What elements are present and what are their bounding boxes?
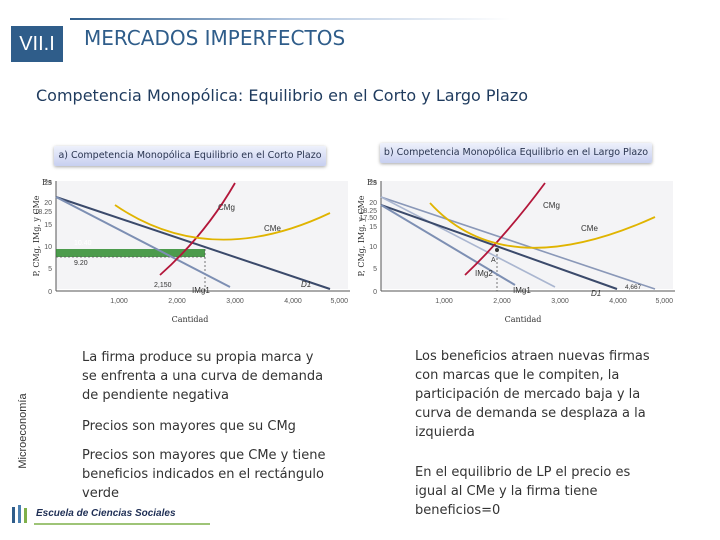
left-paragraph-2: Precios son mayores que su CMg (82, 419, 296, 434)
footer-text: Escuela de Ciencias Sociales (36, 508, 176, 519)
panel-a-demand-label: D1 (301, 280, 311, 289)
panel-a-cmg-curve (159, 182, 236, 276)
panel-a-xtick-4000: 4,000 (284, 298, 302, 305)
panel-b-ytick-1750: 17.50 (359, 215, 377, 222)
panel-a-ytick-5: 5 (48, 266, 52, 273)
panel-b-diagram: Es 25 20 18.25 17.50 15 10 5 0 1,000 2,0… (357, 178, 675, 324)
panel-a-y-marker: Es (42, 178, 52, 187)
panel-b-ytick-25: 25 (369, 180, 377, 187)
logo-bar-3 (24, 508, 27, 523)
panel-b-equilibrium-point (495, 248, 499, 252)
right-paragraph-1: Los beneficios atraen nuevas firmas con … (415, 349, 650, 440)
panel-b-img-curve (380, 204, 516, 286)
page-subtitle: Competencia Monopólica: Equilibrio en el… (36, 86, 528, 105)
panel-b-xtick-3000: 3,000 (551, 298, 569, 305)
panel-a-cmg-label: CMg (218, 203, 235, 212)
logo-bar-1 (12, 507, 15, 523)
panel-a-img-label: IMg1 (192, 286, 210, 295)
panel-a-title: a) Competencia Monopólica Equilibrio en … (54, 146, 326, 166)
panel-b-cme-label: CMe (581, 224, 598, 233)
panel-b-ytick-15: 15 (369, 224, 377, 231)
panel-a-price-label-1: 10.40 (74, 240, 92, 247)
panel-a-ylabel: P, CMg, IMg, y CMe (32, 195, 41, 276)
panel-a-cme-curve (114, 204, 331, 241)
panel-b-ytick-5: 5 (373, 266, 377, 273)
panel-a-xtick-2000: 2,000 (168, 298, 186, 305)
panel-b-title: b) Competencia Monopólica Equilibrio en … (380, 143, 652, 163)
panel-b-xtick-2000: 2,000 (493, 298, 511, 305)
panel-a-ytick-0: 0 (48, 289, 52, 296)
left-paragraph-3: Precios son mayores que CMe y tiene bene… (82, 448, 326, 501)
panel-b-q-label: 4,667 (625, 284, 642, 291)
profit-rectangle (56, 249, 205, 257)
panel-b-img2-label: IMg2 (475, 269, 493, 278)
panel-a-xtick-1000: 1,000 (110, 298, 128, 305)
logo-bar-2 (18, 505, 21, 523)
page-title: MERCADOS IMPERFECTOS (84, 26, 346, 50)
panel-a-price-label-2: 9.20 (74, 260, 88, 267)
panel-b-xtick-4000: 4,000 (609, 298, 627, 305)
panel-a-diagram: Es 25 20 18.25 15 10 5 0 1,000 2,000 3,0… (32, 178, 350, 324)
left-paragraph-1: La firma produce su propia marca y se en… (82, 350, 324, 403)
panel-b-demand-curve (380, 204, 618, 290)
right-paragraph-2: En el equilibrio de LP el precio es igua… (415, 465, 631, 518)
header-rule (70, 18, 510, 20)
panel-b-ylabel: P, CMg, IMg, y CMe (357, 195, 366, 276)
panel-b-demand-label: D1 (591, 289, 601, 298)
panel-a-cme-label: CMe (264, 224, 281, 233)
panel-b-y-marker: Es (367, 178, 377, 187)
side-label: Microeconomía (17, 393, 29, 469)
panel-a-ytick-10: 10 (44, 244, 52, 251)
panel-a-ytick-18: 18.25 (34, 209, 52, 216)
panel-b-img-curve-old (380, 196, 556, 288)
panel-a-ytick-15: 15 (44, 222, 52, 229)
panel-a-ytick-20: 20 (44, 200, 52, 207)
panel-b-point-label: A (491, 257, 496, 264)
panel-b-cmg-label: CMg (543, 201, 560, 210)
panel-b-ytick-0: 0 (373, 289, 377, 296)
section-badge: VII.I (11, 26, 63, 62)
panel-b-cme-curve (429, 202, 656, 249)
panel-a-plot-bg (56, 181, 348, 289)
panel-b-xtick-5000: 5,000 (655, 298, 673, 305)
panel-b-ytick-1825: 18.25 (359, 208, 377, 215)
panel-a-ytick-25: 25 (44, 180, 52, 187)
panel-a-xlabel: Cantidad (172, 315, 209, 324)
footer-logo (12, 505, 210, 525)
panel-a-xtick-3000: 3,000 (226, 298, 244, 305)
panel-b-ytick-10: 10 (369, 244, 377, 251)
panel-a-q-label: 2,150 (154, 282, 172, 289)
panel-b-demand-curve-old (380, 196, 656, 290)
panel-b-img1-label: IMg1 (513, 286, 531, 295)
panel-b-cmg-curve (464, 182, 546, 276)
panel-a-xtick-5000: 5,000 (330, 298, 348, 305)
panel-b-xtick-1000: 1,000 (435, 298, 453, 305)
panel-a-img-curve (55, 196, 231, 288)
panel-b-ytick-20: 20 (369, 200, 377, 207)
panel-b-xlabel: Cantidad (505, 315, 542, 324)
